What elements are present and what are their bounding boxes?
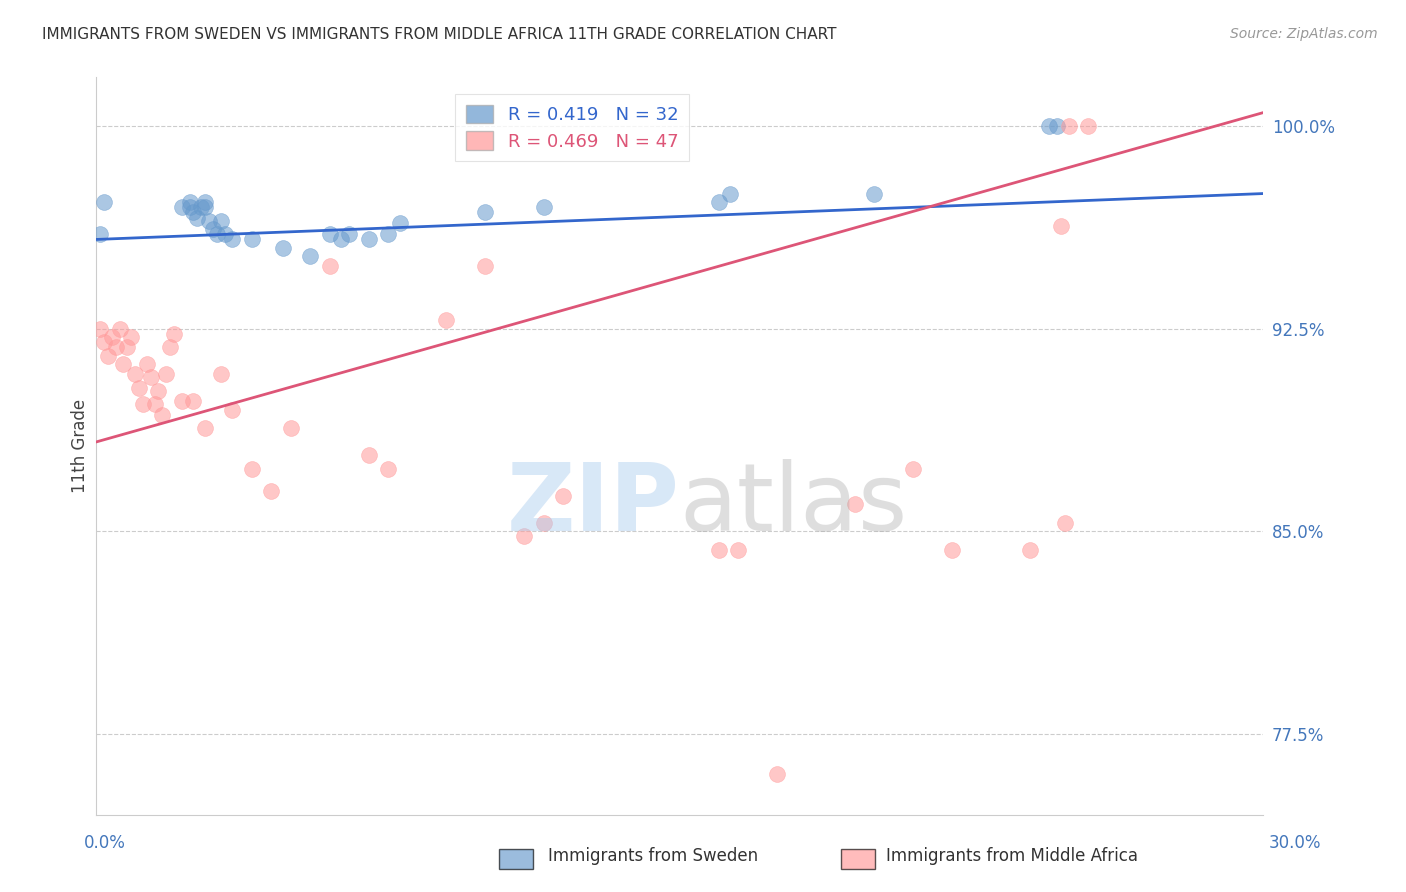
Point bbox=[124, 368, 146, 382]
Point bbox=[148, 384, 170, 398]
Point bbox=[108, 321, 131, 335]
Text: Immigrants from Sweden: Immigrants from Sweden bbox=[548, 847, 758, 865]
Point bbox=[1038, 119, 1060, 133]
Point bbox=[190, 200, 212, 214]
Point bbox=[474, 205, 496, 219]
Point bbox=[139, 370, 162, 384]
Point bbox=[844, 497, 866, 511]
Point bbox=[183, 394, 205, 409]
Point bbox=[120, 329, 142, 343]
Text: Source: ZipAtlas.com: Source: ZipAtlas.com bbox=[1230, 27, 1378, 41]
Point bbox=[357, 232, 380, 246]
Point bbox=[183, 205, 205, 219]
Point bbox=[186, 211, 208, 225]
Point bbox=[474, 260, 496, 274]
Point bbox=[209, 368, 232, 382]
Point bbox=[903, 462, 925, 476]
Point bbox=[727, 543, 749, 558]
Point bbox=[280, 421, 302, 435]
Point bbox=[1077, 119, 1099, 133]
Point bbox=[357, 449, 380, 463]
Point bbox=[707, 194, 730, 209]
Point bbox=[221, 232, 243, 246]
Point bbox=[240, 232, 263, 246]
Point bbox=[941, 543, 963, 558]
Point bbox=[214, 227, 236, 241]
Point bbox=[100, 329, 122, 343]
Point bbox=[863, 186, 886, 201]
Point bbox=[201, 221, 224, 235]
Point bbox=[1057, 119, 1080, 133]
Point bbox=[89, 321, 111, 335]
Text: 30.0%: 30.0% bbox=[1270, 834, 1322, 852]
Text: Immigrants from Middle Africa: Immigrants from Middle Africa bbox=[886, 847, 1137, 865]
Point bbox=[513, 529, 536, 543]
Point bbox=[551, 489, 574, 503]
Point bbox=[97, 349, 120, 363]
Point bbox=[1053, 516, 1076, 530]
Point bbox=[271, 241, 294, 255]
Point bbox=[194, 200, 217, 214]
Point bbox=[1046, 119, 1069, 133]
Point bbox=[112, 357, 135, 371]
Point bbox=[104, 341, 127, 355]
Point bbox=[533, 516, 555, 530]
Point bbox=[330, 232, 353, 246]
Legend: R = 0.419   N = 32, R = 0.469   N = 47: R = 0.419 N = 32, R = 0.469 N = 47 bbox=[456, 94, 689, 161]
Point bbox=[377, 227, 399, 241]
Point bbox=[1019, 543, 1042, 558]
Point bbox=[128, 381, 150, 395]
Point bbox=[434, 313, 457, 327]
Point bbox=[388, 216, 411, 230]
Point bbox=[707, 543, 730, 558]
Point bbox=[117, 341, 139, 355]
Point bbox=[143, 397, 166, 411]
Point bbox=[318, 260, 340, 274]
Point bbox=[150, 408, 173, 422]
Point bbox=[179, 194, 201, 209]
Point bbox=[766, 767, 789, 781]
Point bbox=[240, 462, 263, 476]
Text: ZIP: ZIP bbox=[508, 459, 681, 551]
Point bbox=[163, 326, 186, 341]
Point bbox=[377, 462, 399, 476]
Point bbox=[93, 334, 115, 349]
Point bbox=[205, 227, 228, 241]
Point bbox=[318, 227, 340, 241]
Point bbox=[155, 368, 177, 382]
Text: IMMIGRANTS FROM SWEDEN VS IMMIGRANTS FROM MIDDLE AFRICA 11TH GRADE CORRELATION C: IMMIGRANTS FROM SWEDEN VS IMMIGRANTS FRO… bbox=[42, 27, 837, 42]
Point bbox=[170, 394, 193, 409]
Point bbox=[135, 357, 157, 371]
Point bbox=[170, 200, 193, 214]
Point bbox=[132, 397, 155, 411]
Point bbox=[299, 249, 322, 263]
Point bbox=[198, 213, 221, 227]
Point bbox=[89, 227, 111, 241]
Point bbox=[533, 200, 555, 214]
Point bbox=[1050, 219, 1073, 233]
Y-axis label: 11th Grade: 11th Grade bbox=[72, 399, 89, 493]
Point bbox=[159, 341, 181, 355]
Point bbox=[260, 483, 283, 498]
Point bbox=[337, 227, 360, 241]
Text: 0.0%: 0.0% bbox=[84, 834, 127, 852]
Point bbox=[718, 186, 741, 201]
Text: atlas: atlas bbox=[681, 459, 908, 551]
Point bbox=[93, 194, 115, 209]
Point bbox=[221, 402, 243, 417]
Point bbox=[194, 421, 217, 435]
Point bbox=[179, 200, 201, 214]
Point bbox=[194, 194, 217, 209]
Point bbox=[209, 213, 232, 227]
